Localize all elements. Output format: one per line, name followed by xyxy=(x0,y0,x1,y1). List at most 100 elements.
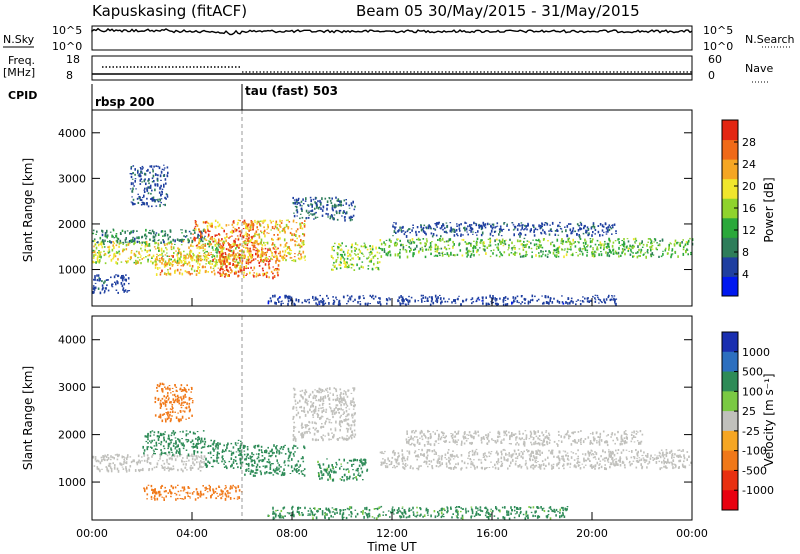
heatmap-cell xyxy=(169,489,171,492)
heatmap-cell xyxy=(205,497,208,499)
heatmap-cell xyxy=(256,240,258,243)
heatmap-cell xyxy=(594,229,597,231)
heatmap-cell xyxy=(274,301,276,305)
heatmap-cell xyxy=(277,298,279,301)
heatmap-cell xyxy=(172,465,175,468)
heatmap-cell xyxy=(339,267,342,270)
heatmap-cell xyxy=(426,449,429,452)
heatmap-cell xyxy=(318,407,320,410)
heatmap-cell xyxy=(411,229,413,232)
heatmap-cell xyxy=(198,266,200,268)
heatmap-cell xyxy=(670,253,673,257)
heatmap-cell xyxy=(132,236,134,239)
heatmap-cell xyxy=(212,454,215,456)
heatmap-cell xyxy=(482,456,485,458)
heatmap-cell xyxy=(617,251,620,255)
heatmap-cell xyxy=(314,397,317,399)
heatmap-cell xyxy=(330,214,333,216)
heatmap-cell xyxy=(177,247,179,250)
heatmap-cell xyxy=(252,474,255,477)
heatmap-cell xyxy=(203,463,205,465)
heatmap-cell xyxy=(386,302,388,305)
heatmap-cell xyxy=(182,410,184,412)
heatmap-cell xyxy=(313,218,315,220)
heatmap-cell xyxy=(662,252,664,256)
heatmap-cell xyxy=(351,263,353,266)
heatmap-cell xyxy=(340,391,342,395)
heatmap-cell xyxy=(131,189,134,193)
heatmap-cell xyxy=(496,302,498,306)
heatmap-cell xyxy=(201,235,203,239)
heatmap-cell xyxy=(369,245,371,248)
heatmap-cell xyxy=(387,252,389,255)
heatmap-cell xyxy=(570,231,573,235)
heatmap-cell xyxy=(295,468,297,472)
heatmap-cell xyxy=(169,419,172,423)
heatmap-cell xyxy=(264,252,266,254)
heatmap-cell xyxy=(124,238,127,242)
heatmap-cell xyxy=(482,223,485,226)
heatmap-cell xyxy=(508,244,510,247)
heatmap-cell xyxy=(93,278,95,281)
heatmap-cell xyxy=(654,454,656,456)
heatmap-cell xyxy=(160,193,162,197)
heatmap-cell xyxy=(288,251,290,255)
heatmap-cell xyxy=(288,454,291,458)
heatmap-cell xyxy=(204,487,206,489)
heatmap-cell xyxy=(451,456,453,458)
heatmap-cell xyxy=(191,453,193,456)
heatmap-cell xyxy=(544,295,547,299)
heatmap-cell xyxy=(303,392,306,394)
heatmap-cell xyxy=(92,249,95,252)
heatmap-cell xyxy=(96,278,99,282)
heatmap-cell xyxy=(271,448,273,450)
heatmap-cell xyxy=(194,444,197,446)
heatmap-cell xyxy=(107,469,110,473)
heatmap-cell xyxy=(312,410,315,412)
heatmap-cell xyxy=(96,257,99,261)
heatmap-cell xyxy=(681,241,683,244)
heatmap-cell xyxy=(650,255,653,258)
heatmap-cell xyxy=(448,254,450,258)
heatmap-cell xyxy=(118,250,120,253)
heatmap-cell xyxy=(311,403,314,406)
heatmap-cell xyxy=(513,300,516,302)
heatmap-cell xyxy=(229,262,231,265)
heatmap-cell xyxy=(439,294,441,296)
heatmap-cell xyxy=(127,260,129,263)
heatmap-cell xyxy=(483,242,485,245)
heatmap-cell xyxy=(301,424,303,426)
heatmap-cell xyxy=(198,230,201,233)
heatmap-cell xyxy=(125,469,128,473)
heatmap-cell xyxy=(432,227,435,230)
heatmap-cell xyxy=(208,243,211,247)
heatmap-cell xyxy=(220,267,222,270)
heatmap-cell xyxy=(282,258,284,261)
heatmap-cell xyxy=(325,408,328,411)
heatmap-cell xyxy=(271,252,274,255)
heatmap-cell xyxy=(252,222,254,226)
heatmap-cell xyxy=(237,466,239,469)
heatmap-cell xyxy=(150,165,153,168)
heatmap-cell xyxy=(201,258,203,261)
heatmap-cell xyxy=(607,226,609,229)
heatmap-cell xyxy=(591,226,593,228)
heatmap-cell xyxy=(224,485,227,487)
heatmap-cell xyxy=(655,247,658,250)
heatmap-cell xyxy=(383,248,386,251)
heatmap-cell xyxy=(231,464,233,466)
heatmap-cell xyxy=(167,492,170,494)
heatmap-cell xyxy=(227,248,230,252)
heatmap-cell xyxy=(232,251,235,254)
heatmap-cell xyxy=(148,249,150,252)
heatmap-cell xyxy=(390,240,392,243)
heatmap-cell xyxy=(299,406,301,409)
heatmap-cell xyxy=(93,250,96,253)
heatmap-cell xyxy=(352,469,354,471)
heatmap-cell xyxy=(200,238,202,240)
heatmap-cell xyxy=(136,197,139,200)
heatmap-cell xyxy=(289,297,291,300)
heatmap-cell xyxy=(573,242,575,245)
heatmap-cell xyxy=(143,452,145,455)
heatmap-cell xyxy=(583,245,586,248)
